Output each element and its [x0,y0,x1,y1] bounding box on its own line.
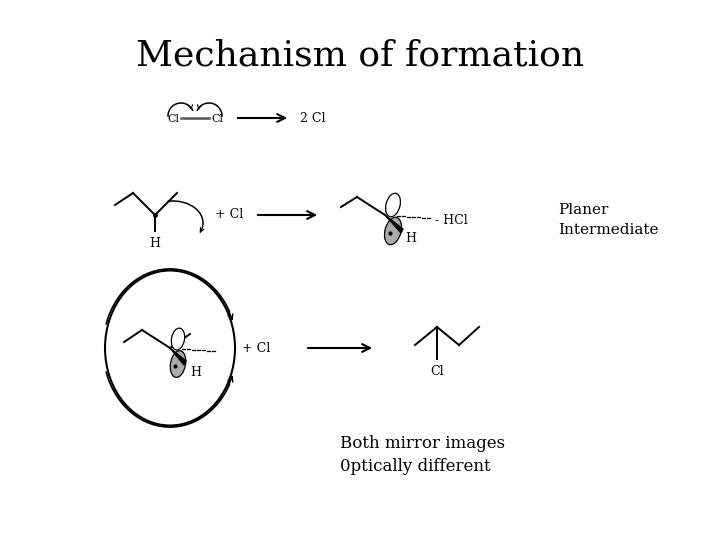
Text: Cl: Cl [167,114,179,124]
Ellipse shape [170,350,186,377]
Text: H: H [150,237,161,250]
Text: H: H [405,233,416,246]
Text: Cl: Cl [211,114,223,124]
Text: + Cl: + Cl [242,341,270,354]
Polygon shape [170,348,186,365]
Text: H: H [190,366,201,379]
Text: Cl: Cl [430,365,444,378]
Ellipse shape [384,217,402,245]
Text: Planer
Intermediate: Planer Intermediate [558,203,659,237]
Text: Both mirror images
0ptically different: Both mirror images 0ptically different [340,435,505,475]
Text: Mechanism of formation: Mechanism of formation [136,38,584,72]
Polygon shape [385,215,403,233]
Text: + Cl: + Cl [215,208,243,221]
Text: 2 Cl: 2 Cl [300,112,325,125]
Text: - HCl: - HCl [435,213,468,226]
Ellipse shape [171,328,185,350]
Ellipse shape [385,193,400,217]
